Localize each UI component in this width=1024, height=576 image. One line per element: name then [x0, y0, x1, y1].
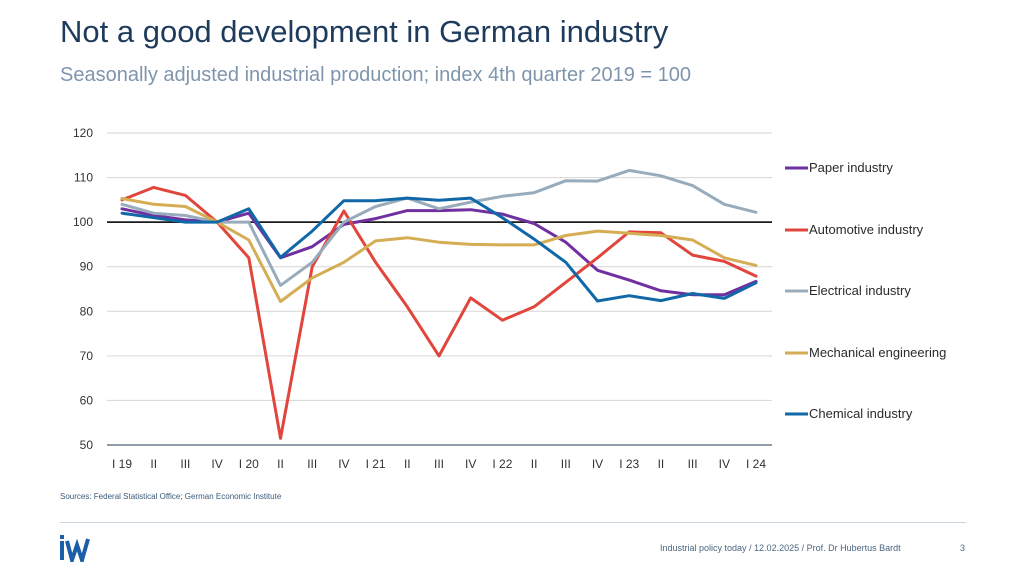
y-tick-label: 70 [80, 349, 94, 363]
series-line-chemical-industry [120, 196, 758, 303]
x-tick-label: II [658, 457, 665, 471]
x-tick-label: II [531, 457, 538, 471]
y-tick-label: 100 [73, 215, 93, 229]
y-tick-label: 90 [80, 260, 94, 274]
x-tick-label: II [404, 457, 411, 471]
x-tick-label: IV [338, 457, 349, 471]
series-line-electrical-industry [120, 168, 758, 287]
x-tick-label: I 20 [239, 457, 259, 471]
iw-logo-icon [60, 535, 90, 562]
page-title: Not a good development in German industr… [60, 14, 669, 49]
series-line-automotive-industry [120, 185, 758, 440]
page-subtitle: Seasonally adjusted industrial productio… [60, 64, 691, 86]
x-tick-label: IV [719, 457, 730, 471]
legend-label-paper-industry: Paper industry [809, 160, 893, 175]
legend-label-mechanical-engineering: Mechanical engineering [809, 345, 946, 360]
y-tick-label: 60 [80, 393, 94, 407]
x-tick-label: I 21 [366, 457, 386, 471]
x-tick-label: IV [465, 457, 476, 471]
x-tick-label: I 24 [746, 457, 766, 471]
y-tick-label: 80 [80, 304, 94, 318]
x-tick-label: I 22 [492, 457, 512, 471]
series-line-mechanical-engineering [120, 197, 758, 303]
x-tick-label: IV [592, 457, 603, 471]
legend-label-chemical-industry: Chemical industry [809, 406, 913, 421]
x-tick-label: III [307, 457, 317, 471]
y-tick-label: 120 [73, 126, 93, 140]
x-tick-label: III [561, 457, 571, 471]
x-tick-label: III [434, 457, 444, 471]
x-tick-label: I 23 [619, 457, 639, 471]
x-tick-label: III [180, 457, 190, 471]
source-note: Sources: Federal Statistical Office; Ger… [60, 492, 282, 501]
footer-text: Industrial policy today / 12.02.2025 / P… [660, 543, 901, 553]
page-number: 3 [960, 543, 966, 553]
legend-label-electrical-industry: Electrical industry [809, 283, 911, 298]
y-tick-label: 50 [80, 438, 94, 452]
x-tick-label: III [688, 457, 698, 471]
x-tick-label: II [150, 457, 157, 471]
legend-label-automotive-industry: Automotive industry [809, 222, 924, 237]
y-tick-label: 110 [74, 171, 93, 185]
x-tick-label: IV [211, 457, 222, 471]
x-tick-label: II [277, 457, 284, 471]
x-tick-label: I 19 [112, 457, 132, 471]
footer-divider [60, 522, 966, 523]
